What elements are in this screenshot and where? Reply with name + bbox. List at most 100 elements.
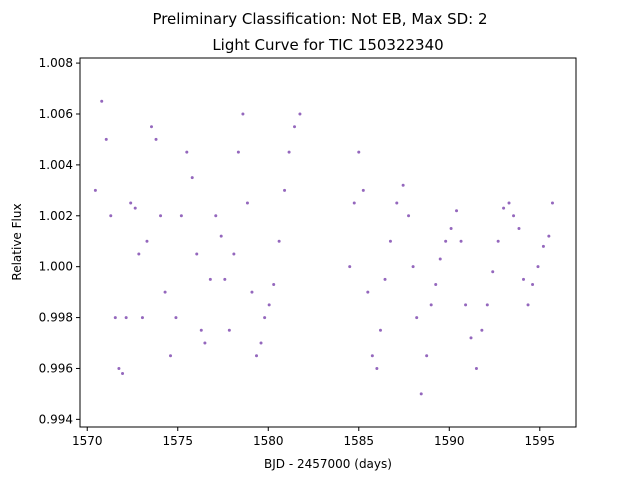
data-point	[541, 244, 545, 248]
data-point	[444, 239, 448, 243]
data-point	[550, 201, 554, 205]
chart-title: Light Curve for TIC 150322340	[212, 36, 443, 54]
data-point	[223, 277, 227, 281]
data-point	[159, 214, 163, 218]
data-point	[195, 252, 199, 256]
data-point	[121, 372, 125, 376]
data-point	[100, 99, 104, 103]
data-point	[219, 234, 223, 238]
data-point	[411, 265, 415, 269]
data-point	[480, 328, 484, 332]
data-point	[124, 316, 128, 320]
data-point	[208, 277, 212, 281]
data-point	[179, 214, 183, 218]
y-axis-label: Relative Flux	[10, 203, 24, 280]
data-point	[547, 234, 551, 238]
data-point	[388, 239, 392, 243]
x-tick-label: 1570	[72, 434, 103, 448]
y-tick-label: 1.006	[39, 107, 73, 121]
data-point	[526, 303, 530, 307]
data-point	[474, 366, 478, 370]
x-axis-ticks: 1570 1575 1580 1585 1590 1595	[72, 427, 555, 448]
data-point	[415, 316, 419, 320]
data-point	[113, 316, 117, 320]
data-point	[145, 239, 149, 243]
data-point	[283, 188, 287, 192]
data-point	[357, 150, 361, 154]
data-point	[255, 354, 258, 358]
data-point	[512, 214, 516, 218]
x-tick-label: 1585	[344, 434, 375, 448]
data-point	[496, 239, 500, 243]
data-points	[93, 99, 554, 396]
data-point	[379, 328, 382, 332]
data-point	[267, 303, 271, 307]
data-point	[287, 150, 291, 154]
data-point	[438, 257, 442, 261]
data-point	[190, 176, 194, 180]
plot-frame	[79, 57, 577, 428]
data-point	[259, 341, 263, 345]
data-point	[117, 366, 121, 370]
data-point	[469, 336, 473, 340]
data-point	[163, 290, 167, 294]
data-point	[370, 354, 374, 358]
data-point	[361, 188, 365, 192]
data-point	[133, 206, 137, 210]
data-point	[455, 209, 459, 213]
data-point	[199, 328, 203, 332]
data-point	[232, 252, 236, 256]
data-point	[129, 201, 133, 205]
data-point	[236, 150, 240, 154]
data-point	[150, 125, 153, 129]
data-point	[203, 341, 207, 345]
y-tick-label: 1.002	[39, 209, 73, 223]
x-tick-label: 1595	[525, 434, 556, 448]
data-point	[352, 201, 356, 205]
data-point	[154, 137, 158, 141]
data-point	[459, 239, 463, 243]
y-tick-label: 1.000	[39, 260, 73, 274]
data-point	[227, 328, 231, 332]
data-point	[169, 354, 173, 358]
data-point	[185, 150, 189, 154]
data-point	[93, 188, 97, 192]
x-tick-label: 1580	[253, 434, 284, 448]
data-point	[277, 239, 281, 243]
data-point	[263, 316, 267, 320]
data-point	[245, 201, 249, 205]
data-point	[293, 125, 297, 129]
y-tick-label: 0.998	[39, 311, 73, 325]
y-tick-label: 0.994	[39, 412, 73, 426]
y-tick-label: 1.004	[39, 158, 73, 172]
data-point	[449, 227, 453, 230]
data-point	[241, 112, 245, 116]
data-point	[109, 214, 113, 218]
x-axis-label: BJD - 2457000 (days)	[264, 457, 392, 471]
x-tick-label: 1590	[434, 434, 465, 448]
x-tick-label: 1575	[162, 434, 193, 448]
data-point	[517, 227, 521, 230]
data-point	[140, 316, 144, 320]
data-point	[366, 290, 370, 294]
data-point	[425, 354, 429, 358]
y-axis-ticks: 0.994 0.996 0.998 1.000 1.002 1.004 1.006 1.008	[39, 56, 80, 426]
data-point	[137, 252, 141, 256]
data-point	[383, 277, 387, 281]
data-point	[502, 206, 506, 210]
data-point	[375, 366, 379, 370]
y-tick-label: 1.008	[39, 56, 73, 70]
data-point	[395, 201, 399, 205]
data-point	[104, 137, 108, 141]
data-point	[522, 277, 525, 281]
data-point	[214, 214, 218, 218]
data-point	[272, 282, 276, 286]
data-point	[507, 201, 511, 205]
data-point	[429, 303, 433, 307]
y-tick-label: 0.996	[39, 361, 73, 375]
data-point	[348, 265, 352, 269]
data-point	[491, 270, 495, 274]
data-point	[536, 265, 540, 269]
